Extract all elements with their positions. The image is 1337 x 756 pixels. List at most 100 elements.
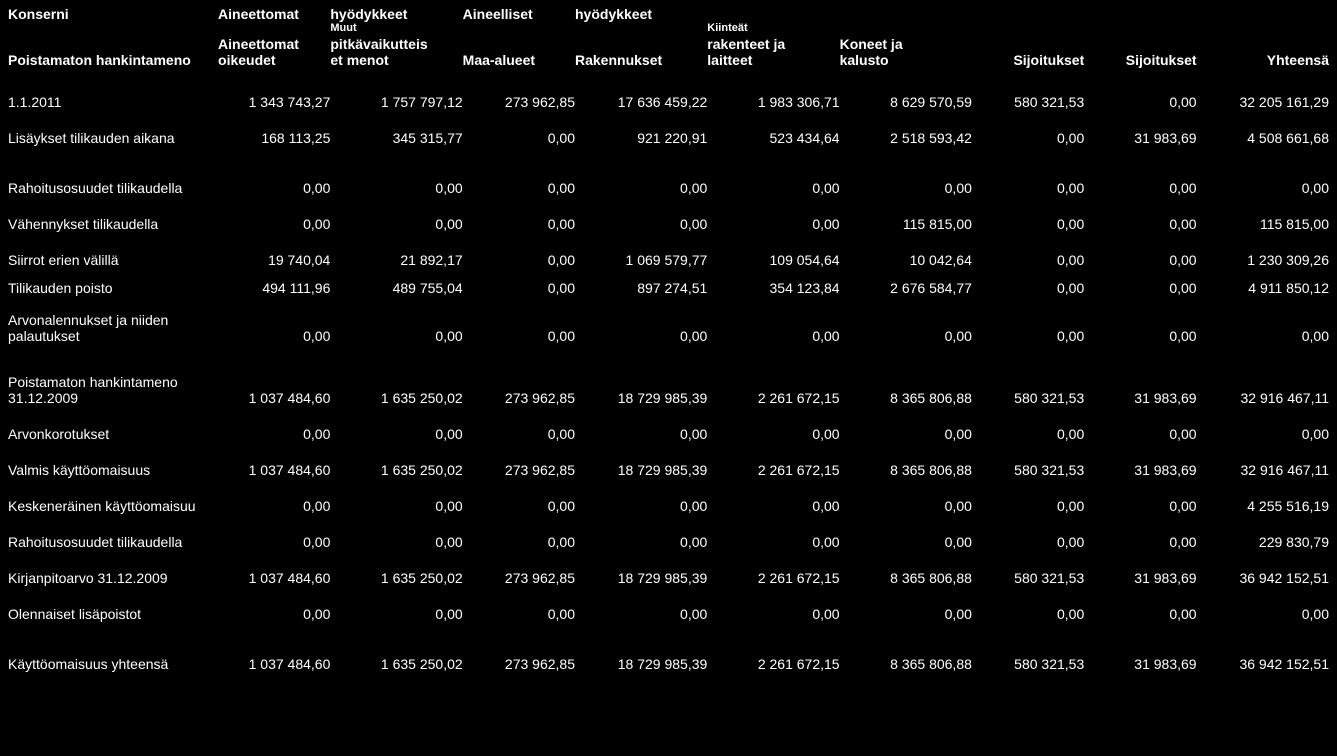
row-label: Käyttöomaisuus yhteensä [8, 636, 218, 672]
cell-value: 18 729 985,39 [575, 442, 707, 478]
hdr-konserni: Konserni [8, 6, 218, 34]
cell-value: 0,00 [218, 196, 330, 232]
cell-value: 0,00 [575, 160, 707, 196]
cell-value: 0,00 [330, 296, 462, 344]
cell-value: 2 261 672,15 [707, 442, 839, 478]
cell-value: 0,00 [575, 196, 707, 232]
cell-value: 0,00 [1084, 406, 1196, 442]
cell-value: 0,00 [840, 478, 972, 514]
table-row: Käyttöomaisuus yhteensä1 037 484,601 635… [8, 636, 1329, 672]
cell-value: 0,00 [1197, 160, 1329, 196]
cell-value: 0,00 [218, 160, 330, 196]
cell-value: 2 261 672,15 [707, 636, 839, 672]
cell-value: 0,00 [972, 232, 1084, 268]
cell-value: 18 729 985,39 [575, 636, 707, 672]
cell-value: 1 343 743,27 [218, 74, 330, 110]
row-label: Arvonkorotukset [8, 406, 218, 442]
table-row: Poistamaton hankintameno31.12.20091 037 … [8, 358, 1329, 406]
cell-value: 0,00 [463, 196, 575, 232]
cell-value: 115 815,00 [840, 196, 972, 232]
row-label: Vähennykset tilikaudella [8, 196, 218, 232]
cell-value: 0,00 [1197, 406, 1329, 442]
cell-value: 0,00 [218, 586, 330, 622]
table-row: Rahoitusosuudet tilikaudella0,000,000,00… [8, 514, 1329, 550]
table-row: Kirjanpitoarvo 31.12.20091 037 484,601 6… [8, 550, 1329, 586]
cell-value: 229 830,79 [1197, 514, 1329, 550]
hdr-hyodykkeet-2: hyödykkeet [575, 6, 707, 34]
financial-table: Konserni Aineettomat hyödykkeet Muut Ain… [8, 6, 1329, 672]
cell-value: 0,00 [972, 586, 1084, 622]
cell-value: 31 983,69 [1084, 110, 1196, 146]
cell-value: 0,00 [1084, 586, 1196, 622]
cell-value: 0,00 [840, 514, 972, 550]
cell-value: 1 757 797,12 [330, 74, 462, 110]
cell-value: 1 635 250,02 [330, 636, 462, 672]
cell-value: 0,00 [840, 296, 972, 344]
table-row: Arvonkorotukset0,000,000,000,000,000,000… [8, 406, 1329, 442]
cell-value: 1 983 306,71 [707, 74, 839, 110]
table-row: Valmis käyttöomaisuus1 037 484,601 635 2… [8, 442, 1329, 478]
cell-value: 0,00 [218, 514, 330, 550]
cell-value: 0,00 [330, 586, 462, 622]
row-label: Olennaiset lisäpoistot [8, 586, 218, 622]
row-label: 1.1.2011 [8, 74, 218, 110]
cell-value: 345 315,77 [330, 110, 462, 146]
table-row: 1.1.20111 343 743,271 757 797,12273 962,… [8, 74, 1329, 110]
table-row: Olennaiset lisäpoistot0,000,000,000,000,… [8, 586, 1329, 622]
cell-value: 1 635 250,02 [330, 550, 462, 586]
cell-value: 0,00 [218, 406, 330, 442]
cell-value: 2 261 672,15 [707, 550, 839, 586]
cell-value: 8 365 806,88 [840, 636, 972, 672]
cell-value: 8 365 806,88 [840, 550, 972, 586]
cell-value: 109 054,64 [707, 232, 839, 268]
cell-value: 31 983,69 [1084, 442, 1196, 478]
cell-value: 0,00 [707, 196, 839, 232]
cell-value: 0,00 [707, 586, 839, 622]
cell-value: 18 729 985,39 [575, 550, 707, 586]
cell-value: 0,00 [1084, 268, 1196, 296]
cell-value: 0,00 [840, 586, 972, 622]
table-row: Rahoitusosuudet tilikaudella0,000,000,00… [8, 160, 1329, 196]
hdr-col7: Sijoitukset [972, 34, 1084, 74]
cell-value: 0,00 [330, 160, 462, 196]
cell-value: 32 916 467,11 [1197, 358, 1329, 406]
cell-value: 0,00 [1084, 74, 1196, 110]
cell-value: 0,00 [707, 478, 839, 514]
cell-value: 4 508 661,68 [1197, 110, 1329, 146]
cell-value: 0,00 [972, 478, 1084, 514]
row-label: Kirjanpitoarvo 31.12.2009 [8, 550, 218, 586]
cell-value: 0,00 [1084, 196, 1196, 232]
cell-value: 2 261 672,15 [707, 358, 839, 406]
cell-value: 1 635 250,02 [330, 442, 462, 478]
hdr-col5: rakenteet ja laitteet [707, 34, 839, 74]
cell-value: 0,00 [463, 268, 575, 296]
cell-value: 0,00 [707, 406, 839, 442]
table-row: Keskeneräinen käyttöomaisuu0,000,000,000… [8, 478, 1329, 514]
row-label: Keskeneräinen käyttöomaisuu [8, 478, 218, 514]
cell-value: 0,00 [1084, 478, 1196, 514]
cell-value: 0,00 [330, 406, 462, 442]
cell-value: 0,00 [463, 110, 575, 146]
hdr-col1: Aineettomat oikeudet [218, 34, 330, 74]
cell-value: 0,00 [330, 196, 462, 232]
cell-value: 0,00 [1197, 586, 1329, 622]
table-row: Lisäykset tilikauden aikana168 113,25345… [8, 110, 1329, 146]
cell-value: 0,00 [575, 296, 707, 344]
cell-value: 0,00 [463, 232, 575, 268]
cell-value: 0,00 [972, 296, 1084, 344]
table-header: Konserni Aineettomat hyödykkeet Muut Ain… [8, 6, 1329, 74]
cell-value: 8 629 570,59 [840, 74, 972, 110]
row-label: Siirrot erien välillä [8, 232, 218, 268]
cell-value: 2 518 593,42 [840, 110, 972, 146]
cell-value: 1 037 484,60 [218, 636, 330, 672]
cell-value: 580 321,53 [972, 550, 1084, 586]
cell-value: 32 205 161,29 [1197, 74, 1329, 110]
cell-value: 580 321,53 [972, 442, 1084, 478]
hdr-col4: Rakennukset [575, 34, 707, 74]
cell-value: 1 037 484,60 [218, 358, 330, 406]
hdr-aineelliset: Aineelliset [463, 6, 575, 34]
table-row: Siirrot erien välillä19 740,0421 892,170… [8, 232, 1329, 268]
cell-value: 273 962,85 [463, 636, 575, 672]
cell-value: 10 042,64 [840, 232, 972, 268]
cell-value: 354 123,84 [707, 268, 839, 296]
